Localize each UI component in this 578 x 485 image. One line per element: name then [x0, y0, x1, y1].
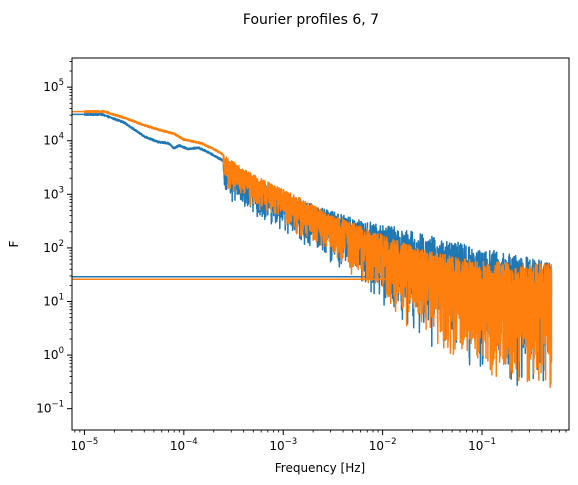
x-tick-label: 10−4 [170, 437, 198, 453]
series-layer [72, 109, 553, 389]
y-tick-label: 10−1 [36, 400, 64, 416]
chart-title: Fourier profiles 6, 7 [243, 12, 379, 28]
x-axis-label: Frequency [Hz] [275, 461, 366, 475]
y-tick-label: 104 [43, 132, 64, 148]
x-axis-ticks: 10−5 10−4 10−3 10−2 10−1 [71, 430, 567, 453]
y-axis-label: F [7, 240, 21, 247]
y-tick-label: 100 [43, 346, 64, 362]
x-tick-label: 10−1 [468, 437, 496, 453]
y-axis-ticks: 10−1 100 101 102 103 104 105 [36, 61, 72, 416]
y-tick-label: 103 [43, 185, 64, 201]
x-tick-label: 10−3 [269, 437, 297, 453]
y-tick-label: 101 [43, 293, 64, 309]
y-tick-label: 102 [43, 239, 64, 255]
y-tick-label: 105 [43, 78, 64, 94]
series-line-2 [72, 109, 553, 389]
x-tick-label: 10−2 [369, 437, 397, 453]
plot-frame [71, 57, 570, 431]
x-tick-label: 10−5 [71, 437, 99, 453]
